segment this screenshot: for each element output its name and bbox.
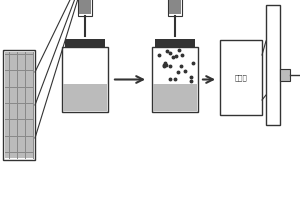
Bar [168,0,182,16]
Text: 检测器: 检测器 [235,74,248,81]
Bar [79,0,91,14]
Bar [155,39,195,47]
Bar [65,39,105,47]
Bar [3,50,35,160]
Bar [280,69,290,81]
Bar [63,84,107,111]
Bar [220,40,262,115]
Bar [169,0,181,14]
Bar [153,84,197,111]
Bar [152,47,198,112]
Bar [5,52,33,158]
Bar [62,47,108,112]
Bar [266,5,280,125]
Bar [78,0,92,16]
